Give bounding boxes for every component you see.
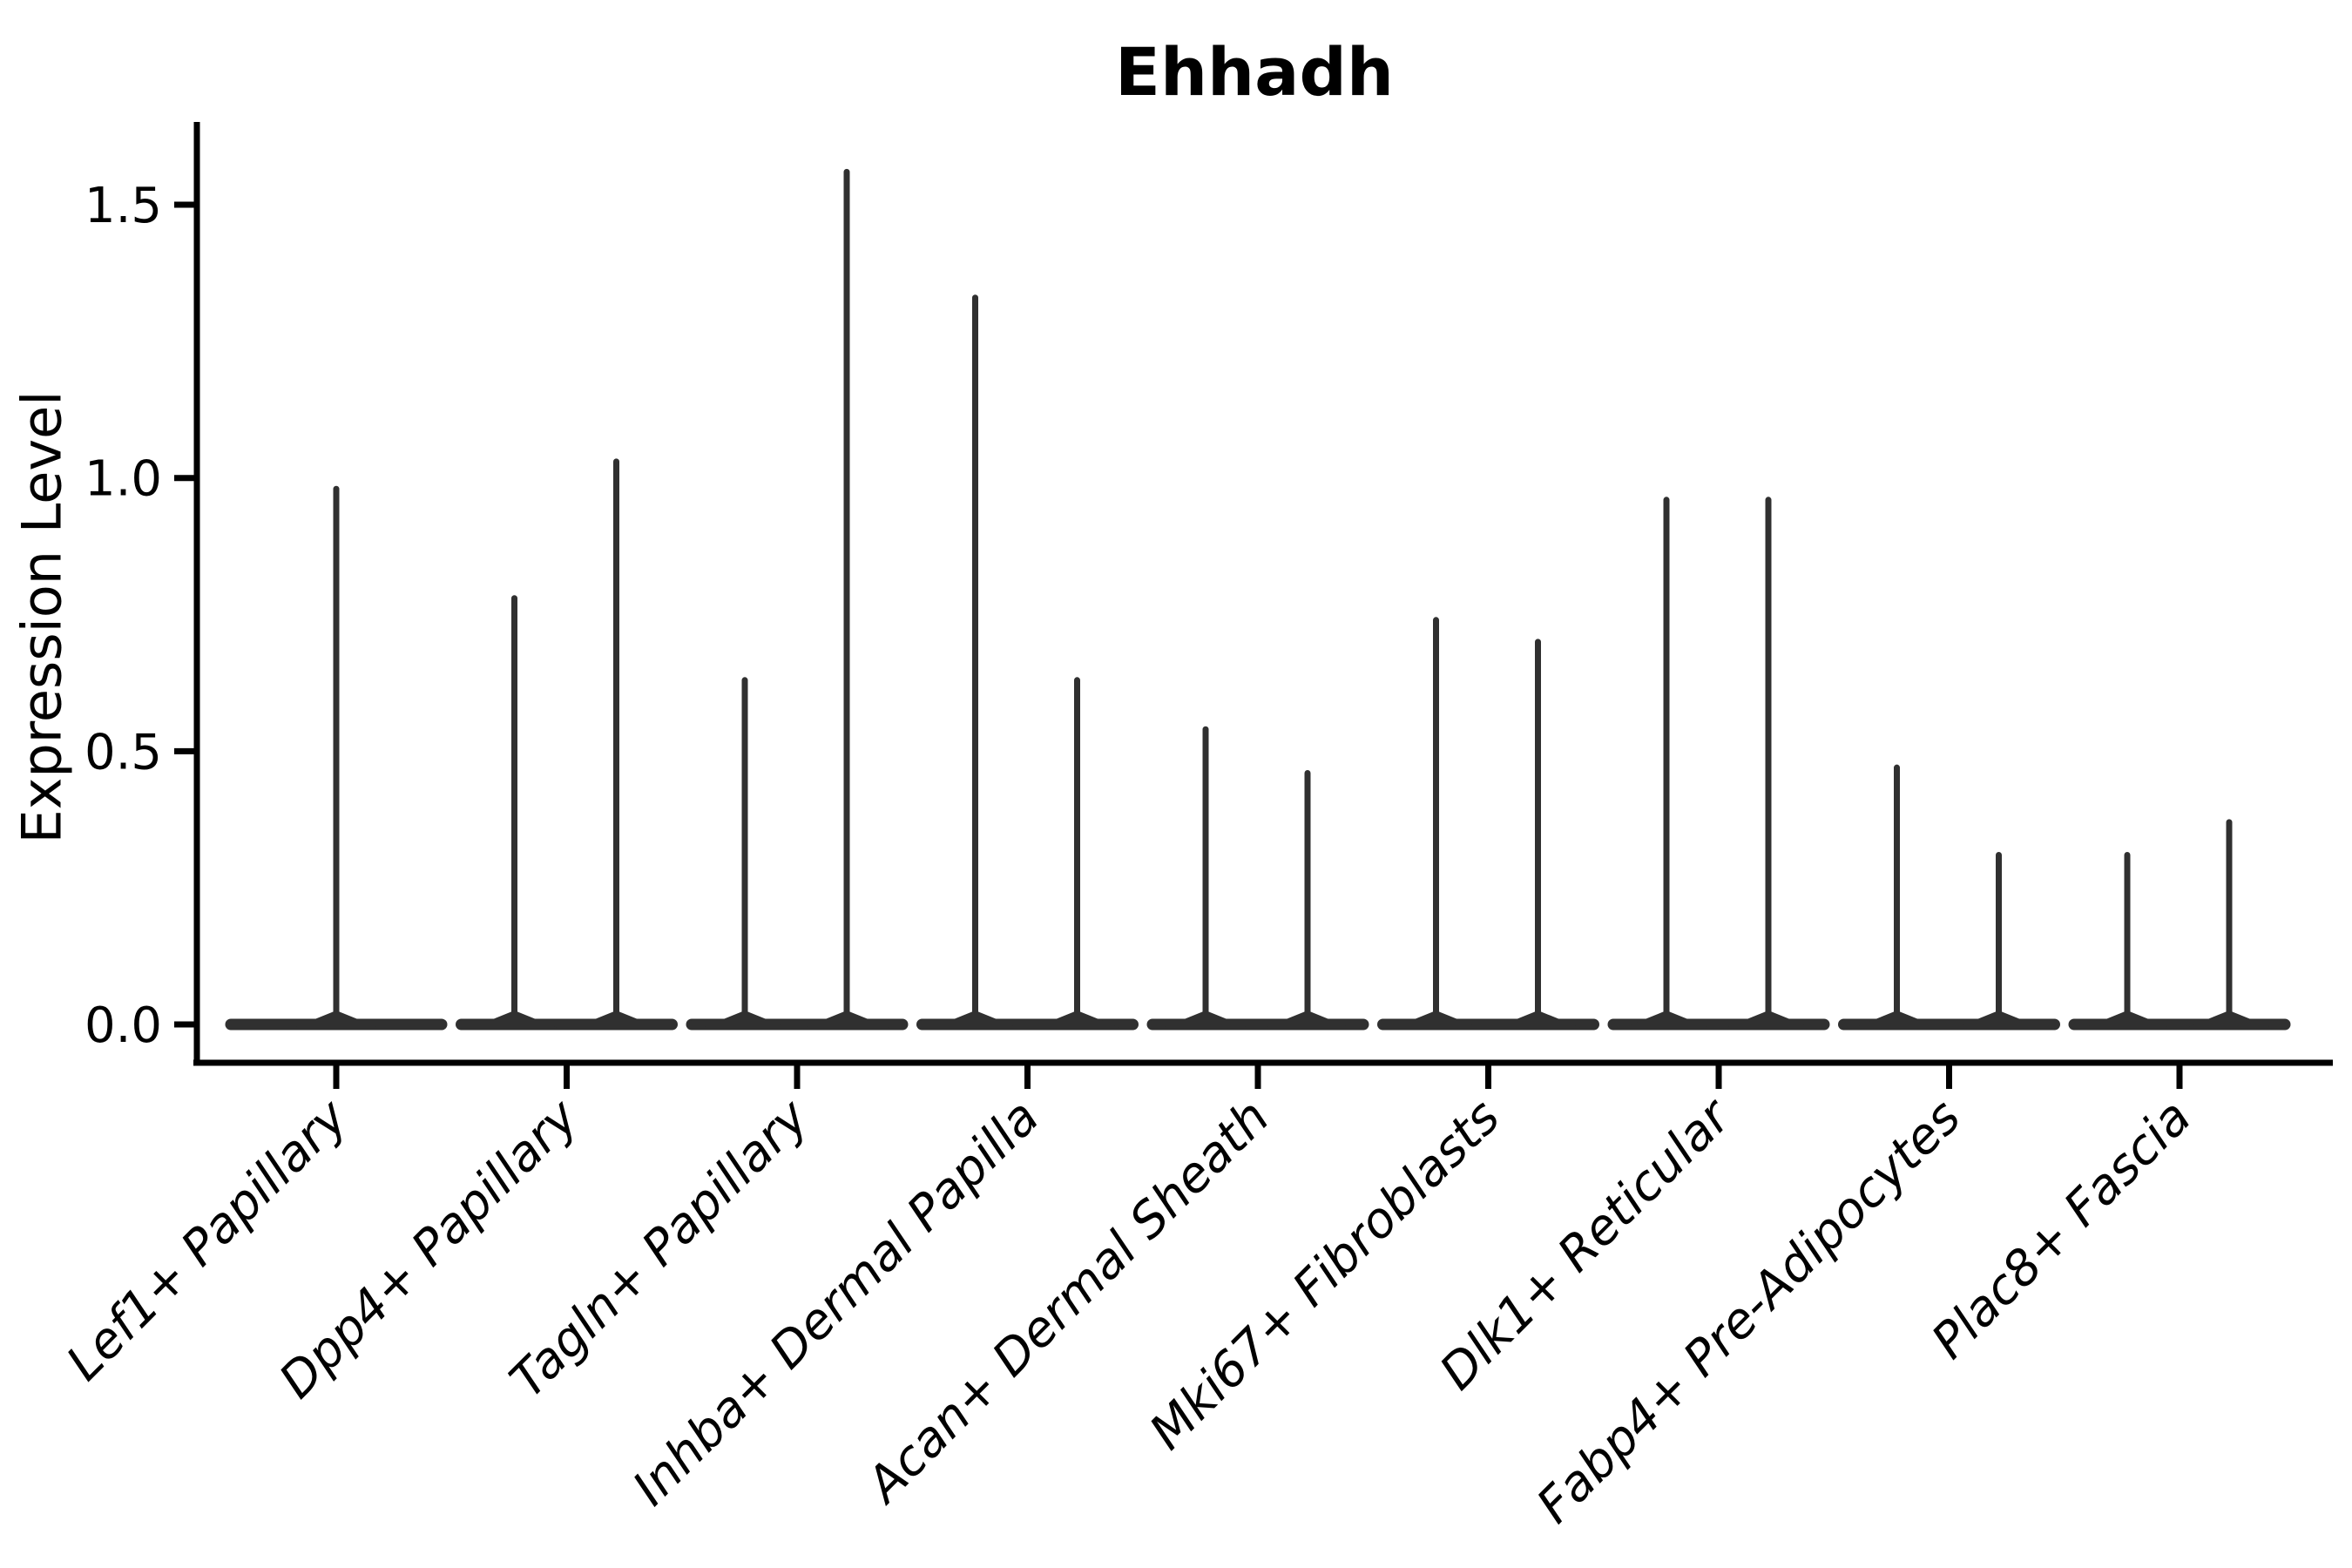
- y-tick-label: 0.5: [84, 724, 162, 781]
- y-tick-label: 0.0: [84, 997, 162, 1054]
- y-tick-label: 1.5: [84, 178, 162, 234]
- y-tick-label: 1.0: [84, 451, 162, 508]
- chart-title: Ehhadh: [1115, 33, 1394, 111]
- x-tick-label: Fabp4+ Pre-Adipocytes: [1526, 1089, 1971, 1534]
- x-tick-label: Acan+ Dermal Sheath: [855, 1089, 1281, 1515]
- x-tick-label: Inhba+ Dermal Papilla: [622, 1089, 1050, 1517]
